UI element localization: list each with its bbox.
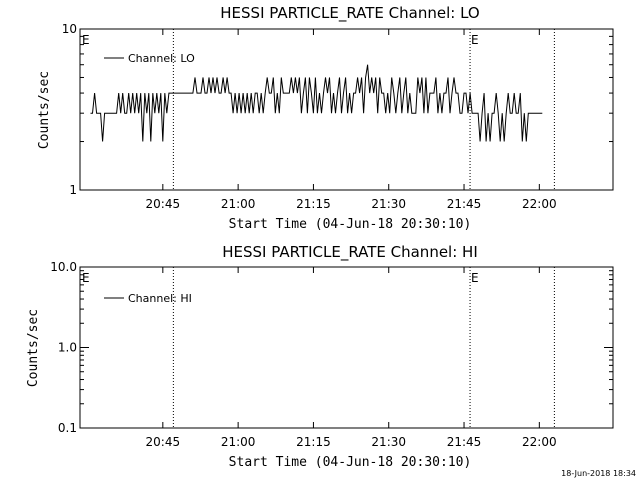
lo-plot-frame xyxy=(79,28,614,191)
lo-series-line xyxy=(90,64,543,142)
hi-channel-panel: HESSI PARTICLE_RATE Channel: HI Start Ti… xyxy=(26,243,614,470)
lo-x-ticks: 20:45 21:00 21:15 21:30 21:45 22:00 xyxy=(146,29,557,211)
lo-x-tick-label: 21:30 xyxy=(371,197,406,211)
hi-event-flag: E xyxy=(82,271,90,285)
lo-y-ticks: 1 10 xyxy=(62,22,613,197)
lo-y-tick-label: 10 xyxy=(62,22,77,36)
lo-x-tick-label: 22:00 xyxy=(522,197,557,211)
lo-x-axis-label: Start Time (04-Jun-18 20:30:10) xyxy=(229,217,472,232)
lo-chart-title: HESSI PARTICLE_RATE Channel: LO xyxy=(220,4,479,23)
hi-legend: Channel: HI xyxy=(104,292,192,305)
hi-event-flag: E xyxy=(471,271,479,285)
hi-chart-title: HESSI PARTICLE_RATE Channel: HI xyxy=(222,243,478,262)
hi-y-axis-label: Counts/sec xyxy=(26,309,41,387)
lo-series xyxy=(90,64,543,142)
lo-x-tick-label: 21:45 xyxy=(447,197,482,211)
hi-y-tick-label: 1.0 xyxy=(58,341,77,355)
lo-legend-label: Channel: LO xyxy=(128,52,195,65)
hi-x-axis-label: Start Time (04-Jun-18 20:30:10) xyxy=(229,455,472,470)
lo-x-tick-label: 20:45 xyxy=(146,197,181,211)
lo-legend: Channel: LO xyxy=(104,52,195,65)
hi-y-tick-label: 0.1 xyxy=(58,421,77,435)
hi-y-ticks: 0.1 1.0 10.0 xyxy=(50,260,613,435)
lo-event-flag: E xyxy=(471,33,479,47)
lo-y-axis-label: Counts/sec xyxy=(37,71,52,149)
hi-legend-label: Channel: HI xyxy=(128,292,192,305)
hi-x-tick-label: 22:00 xyxy=(522,435,557,449)
lo-y-tick-label: 1 xyxy=(69,183,77,197)
hi-x-tick-label: 21:45 xyxy=(447,435,482,449)
lo-x-tick-label: 21:00 xyxy=(221,197,256,211)
hi-x-tick-label: 20:45 xyxy=(146,435,181,449)
timestamp-footer: 18-Jun-2018 18:34 xyxy=(561,469,636,478)
hi-x-tick-label: 21:15 xyxy=(296,435,331,449)
lo-event-flag: E xyxy=(82,33,90,47)
lo-x-tick-label: 21:15 xyxy=(296,197,331,211)
lo-channel-panel: HESSI PARTICLE_RATE Channel: LO Start Ti… xyxy=(37,4,614,232)
hi-y-tick-label: 10.0 xyxy=(50,260,77,274)
hi-x-ticks: 20:45 21:00 21:15 21:30 21:45 22:00 xyxy=(146,267,557,449)
hi-x-tick-label: 21:30 xyxy=(371,435,406,449)
hi-x-tick-label: 21:00 xyxy=(221,435,256,449)
